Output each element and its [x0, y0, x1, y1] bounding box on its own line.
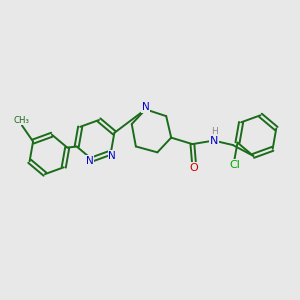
- Text: N: N: [86, 156, 94, 166]
- Text: N: N: [109, 151, 116, 160]
- Text: N: N: [210, 136, 218, 146]
- Text: N: N: [142, 102, 149, 112]
- Text: O: O: [190, 163, 198, 173]
- Text: H: H: [211, 127, 217, 136]
- Text: Cl: Cl: [229, 160, 240, 170]
- Text: CH₃: CH₃: [14, 116, 30, 124]
